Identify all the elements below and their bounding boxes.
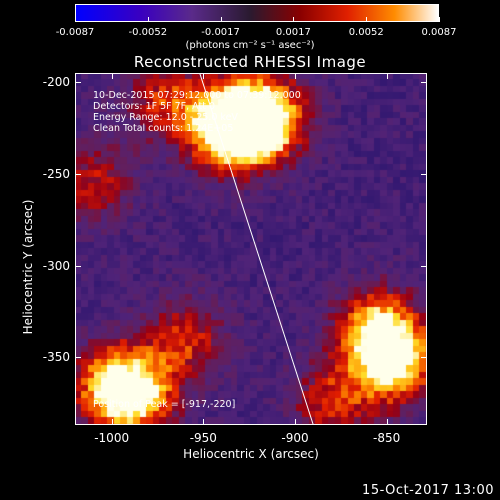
y-tick-label: -350 [42,350,70,365]
annotation-clean: Clean Total counts: 1.24E+05 [93,123,234,134]
annotation-peak-position: Position of Peak = [-917,-220] [93,399,236,410]
annotation-energy: Energy Range: 12.0 - 25.0 keV [93,112,238,123]
colorbar-ticks: -0.0087 -0.0052 -0.0017 0.0017 0.0052 0.0087 [0,0,500,60]
colorbar-tick-label: -0.0052 [128,27,168,38]
colorbar-tick-label: 0.0087 [421,27,457,38]
colorbar-tick-mark [439,17,440,22]
colorbar-tick-mark [75,17,76,22]
colorbar-tick-label: 0.0052 [348,27,384,38]
plot-frame [75,73,427,425]
annotation-detectors: Detectors: 1F 5F 7F, Att 0 [93,101,216,112]
limb-overlay [199,73,314,425]
annotation-time-range: 10-Dec-2015 07:29:12.000 to 07:39:12.000 [93,90,301,101]
colorbar-units: (photons cm⁻² s⁻¹ asec⁻²) [185,40,315,51]
x-tick-label: -950 [189,431,217,445]
colorbar [75,4,439,22]
chart-title: Reconstructed RHESSI Image [133,53,367,71]
x-tick-label: -850 [373,431,401,445]
heatmap-plot-area: 10-Dec-2015 07:29:12.000 to 07:39:12.000… [75,73,427,425]
y-tick-label: -250 [42,166,70,181]
solar-limb-line [199,73,314,425]
colorbar-tick-mark [293,17,295,22]
y-tick-label: -200 [42,75,70,90]
colorbar-tick-label: 0.0017 [275,27,311,38]
footer-timestamp: 15-Oct-2017 13:00 [362,483,494,498]
x-tick-label: -900 [281,431,309,445]
x-axis-label: Heliocentric X (arcsec) [183,447,319,461]
colorbar-tick-label: -0.0087 [55,27,95,38]
y-axis-label: Heliocentric Y (arcsec) [21,199,35,335]
heatmap-canvas [75,73,427,425]
colorbar-tick-label: -0.0017 [201,27,240,38]
colorbar-tick-mark [366,17,368,22]
colorbar-tick-mark [147,17,149,22]
x-tick-label: -1000 [94,431,130,445]
colorbar-tick-mark [220,17,222,22]
y-tick-label: -300 [42,258,70,273]
